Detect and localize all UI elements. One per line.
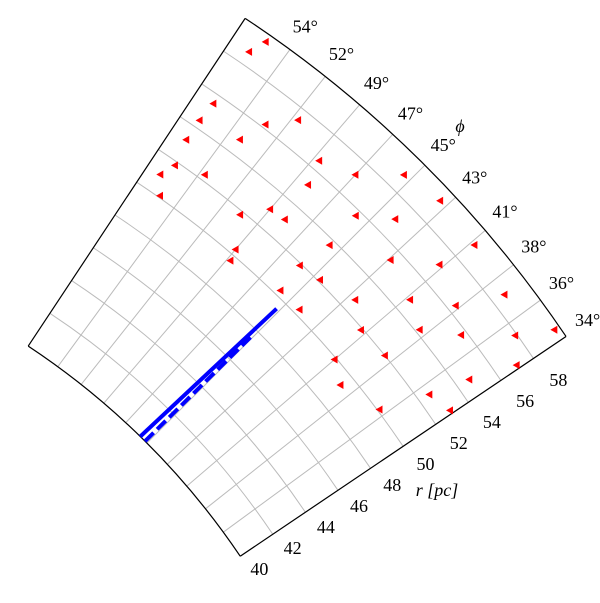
marker [356, 326, 364, 335]
data-line [138, 307, 278, 438]
marker [415, 325, 423, 334]
marker [195, 116, 203, 125]
marker [226, 256, 234, 265]
marker [500, 290, 508, 299]
r-tick-label: 42 [284, 538, 302, 558]
marker [512, 361, 520, 370]
marker [457, 330, 465, 339]
grid-line [166, 196, 456, 465]
spine [27, 18, 246, 347]
marker [399, 170, 407, 179]
marker [406, 295, 414, 304]
marker [304, 180, 312, 189]
marker [445, 406, 453, 415]
marker [200, 170, 208, 179]
grid-line [205, 264, 514, 510]
marker [465, 375, 473, 384]
grid-arc [223, 50, 534, 359]
marker [261, 120, 269, 129]
phi-tick-label: 45° [431, 135, 456, 155]
r-tick-label: 56 [516, 391, 534, 411]
marker [550, 325, 558, 334]
phi-tick-label: 54° [293, 17, 318, 37]
phi-tick-label: 43° [462, 168, 487, 188]
phi-tick-label: 36° [549, 273, 574, 293]
marker [380, 351, 388, 360]
phi-tick-label: 38° [521, 237, 546, 257]
marker [182, 135, 190, 144]
r-tick-label: 46 [350, 496, 368, 516]
marker [435, 260, 443, 269]
marker [325, 241, 333, 250]
grid-arc [136, 181, 404, 447]
grid-line [146, 164, 426, 444]
grid-arc [201, 83, 502, 381]
marker [235, 135, 243, 144]
marker [351, 211, 359, 220]
marker [336, 380, 344, 389]
marker [231, 245, 239, 254]
grid-line [103, 104, 360, 404]
marker [391, 215, 399, 224]
grid-line [57, 49, 291, 367]
grid-arc [158, 149, 437, 425]
grid-line [223, 299, 541, 533]
data-line [143, 333, 255, 443]
spine [27, 345, 241, 557]
r-tick-label: 52 [450, 433, 468, 453]
marker [436, 196, 444, 205]
marker [209, 99, 217, 108]
phi-tick-label: 34° [575, 310, 600, 330]
marker [276, 286, 284, 295]
marker [295, 261, 303, 270]
phi-tick-label: 49° [364, 73, 389, 93]
marker [425, 390, 433, 399]
phi-axis-label: ϕ [455, 116, 464, 136]
phi-tick-label: 47° [398, 103, 423, 123]
marker [245, 47, 253, 56]
r-axis-label: r [pc] [416, 480, 459, 500]
marker [280, 215, 288, 224]
phi-tick-label: 41° [492, 202, 517, 222]
marker [295, 305, 303, 314]
marker [170, 161, 178, 170]
grid-line [125, 134, 394, 424]
marker [470, 240, 478, 249]
marker [261, 37, 269, 46]
phi-tick-label: 52° [329, 44, 354, 64]
r-tick-label: 54 [483, 412, 501, 432]
marker [315, 275, 323, 284]
spine [244, 17, 567, 337]
marker [156, 170, 164, 179]
r-tick-label: 50 [416, 454, 434, 474]
r-tick-label: 58 [549, 370, 567, 390]
marker [315, 156, 323, 165]
marker [351, 295, 359, 304]
marker [351, 170, 359, 179]
marker [451, 301, 459, 310]
marker [330, 355, 338, 364]
grid-arc [179, 116, 469, 403]
marker [511, 331, 519, 340]
r-tick-label: 48 [383, 475, 401, 495]
grid-line [80, 76, 326, 385]
marker [294, 116, 302, 125]
grid-arc [93, 247, 339, 491]
marker [375, 405, 383, 414]
marker [155, 191, 163, 200]
spine [239, 335, 567, 557]
r-tick-label: 44 [317, 517, 335, 537]
r-tick-label: 40 [250, 559, 268, 579]
marker [236, 210, 244, 219]
marker [266, 205, 274, 214]
marker [386, 255, 394, 264]
